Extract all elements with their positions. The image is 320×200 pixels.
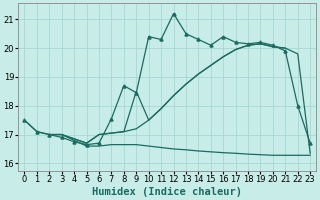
X-axis label: Humidex (Indice chaleur): Humidex (Indice chaleur) (92, 186, 242, 197)
